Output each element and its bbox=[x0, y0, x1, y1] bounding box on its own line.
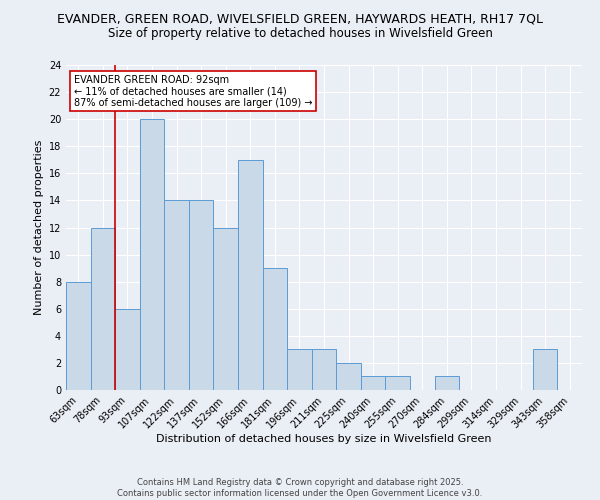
Bar bbox=[336, 363, 361, 390]
Bar bbox=[385, 376, 410, 390]
Bar bbox=[312, 350, 336, 390]
Bar bbox=[287, 350, 312, 390]
Bar bbox=[263, 268, 287, 390]
Text: EVANDER, GREEN ROAD, WIVELSFIELD GREEN, HAYWARDS HEATH, RH17 7QL: EVANDER, GREEN ROAD, WIVELSFIELD GREEN, … bbox=[57, 12, 543, 26]
Bar bbox=[66, 282, 91, 390]
Y-axis label: Number of detached properties: Number of detached properties bbox=[34, 140, 44, 315]
Text: EVANDER GREEN ROAD: 92sqm
← 11% of detached houses are smaller (14)
87% of semi-: EVANDER GREEN ROAD: 92sqm ← 11% of detac… bbox=[74, 74, 312, 108]
X-axis label: Distribution of detached houses by size in Wivelsfield Green: Distribution of detached houses by size … bbox=[156, 434, 492, 444]
Bar bbox=[91, 228, 115, 390]
Bar bbox=[115, 308, 140, 390]
Bar bbox=[164, 200, 189, 390]
Bar bbox=[189, 200, 214, 390]
Bar bbox=[533, 350, 557, 390]
Text: Contains HM Land Registry data © Crown copyright and database right 2025.
Contai: Contains HM Land Registry data © Crown c… bbox=[118, 478, 482, 498]
Bar bbox=[238, 160, 263, 390]
Bar bbox=[434, 376, 459, 390]
Text: Size of property relative to detached houses in Wivelsfield Green: Size of property relative to detached ho… bbox=[107, 28, 493, 40]
Bar bbox=[361, 376, 385, 390]
Bar bbox=[140, 119, 164, 390]
Bar bbox=[214, 228, 238, 390]
